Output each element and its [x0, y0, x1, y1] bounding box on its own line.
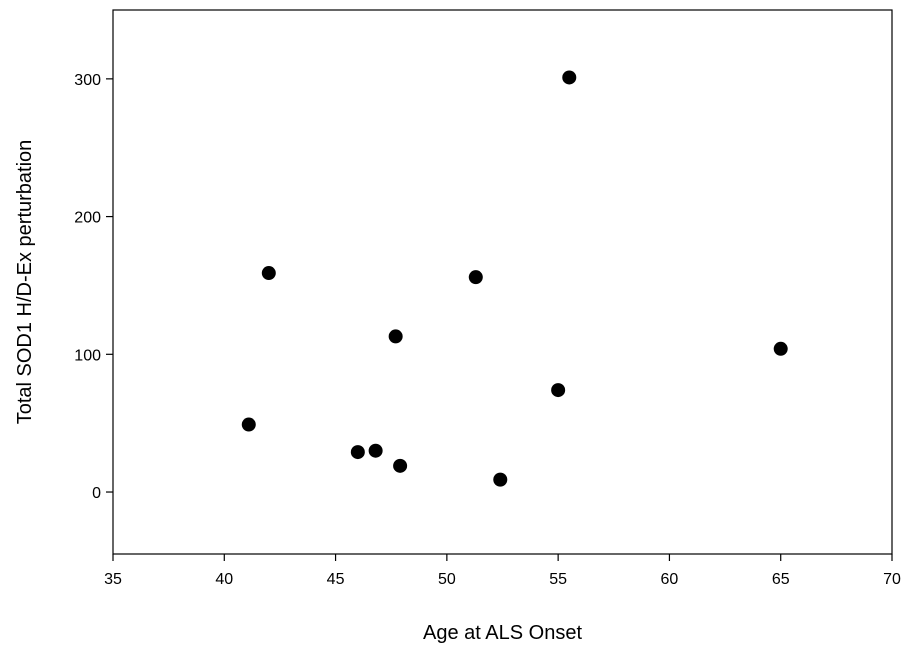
y-axis-ticks: 0 100 200 300	[74, 72, 113, 502]
x-tick-label: 65	[772, 571, 790, 588]
x-tick-label: 40	[215, 571, 233, 588]
y-tick-label: 0	[92, 485, 101, 502]
plot-frame	[112, 9, 893, 555]
x-axis-ticks: 35 40 45 50 55 60 65 70	[104, 554, 901, 588]
data-point	[261, 266, 276, 281]
data-point	[551, 383, 566, 398]
data-point	[350, 445, 365, 460]
data-point	[468, 270, 483, 285]
x-tick-label: 55	[549, 571, 567, 588]
data-point	[493, 472, 508, 487]
data-point	[388, 329, 403, 344]
data-points	[241, 70, 788, 487]
data-point	[393, 458, 408, 473]
data-point	[241, 417, 256, 432]
data-point	[562, 70, 577, 85]
x-tick-label: 70	[883, 571, 901, 588]
x-tick-label: 50	[438, 571, 456, 588]
x-tick-label: 60	[661, 571, 679, 588]
y-tick-label: 200	[74, 210, 101, 227]
y-tick-label: 300	[74, 72, 101, 89]
x-tick-label: 35	[104, 571, 122, 588]
data-point	[368, 443, 383, 458]
y-axis-label: Total SOD1 H/D-Ex perturbation	[14, 140, 36, 425]
x-axis-label: Age at ALS Onset	[423, 622, 582, 644]
x-tick-label: 45	[327, 571, 345, 588]
data-point	[773, 341, 788, 356]
y-tick-label: 100	[74, 347, 101, 364]
